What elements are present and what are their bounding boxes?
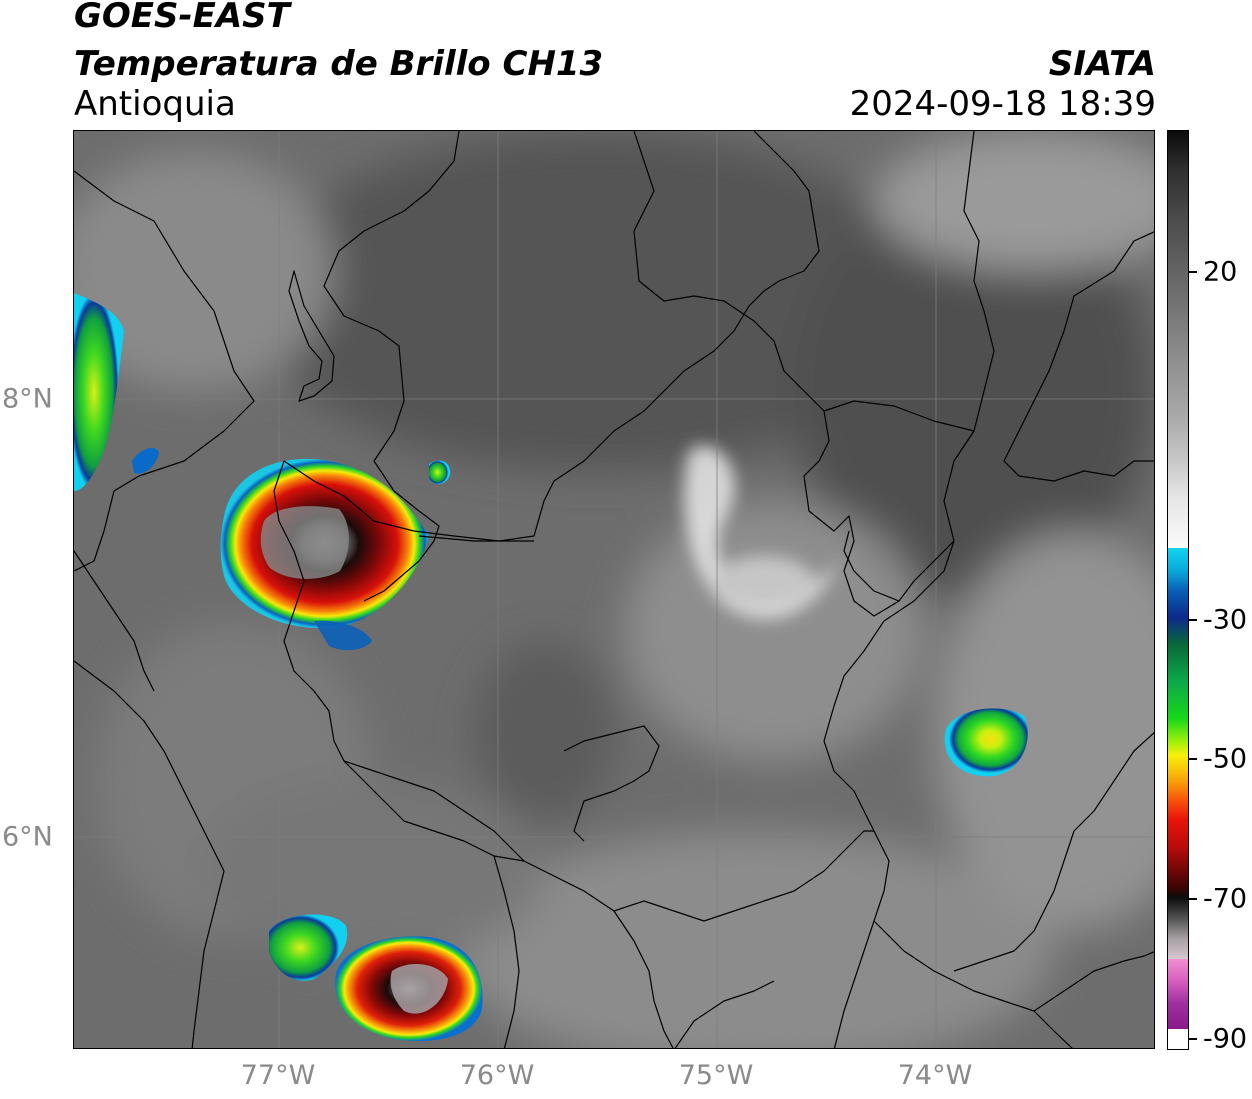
lon-label-77: 77°W <box>240 1060 316 1091</box>
satellite-map[interactable] <box>73 130 1155 1049</box>
storm-cell-icon <box>944 708 1028 777</box>
colorbar-tick <box>1189 619 1197 621</box>
colorbar-label-minus50: -50 <box>1203 743 1248 775</box>
storm-cell-icon <box>335 936 483 1042</box>
colorbar-label-minus90: -90 <box>1203 1023 1248 1055</box>
temperature-colorbar <box>1167 130 1189 1050</box>
lon-label-75: 75°W <box>678 1060 754 1091</box>
region-subtitle: Antioquia <box>74 84 236 124</box>
storm-cell-icon <box>269 914 348 981</box>
lon-label-76: 76°W <box>459 1060 535 1091</box>
colorbar-label-minus30: -30 <box>1203 604 1248 636</box>
colorbar-tick <box>1189 898 1197 900</box>
source-label: SIATA <box>1048 44 1156 84</box>
product-title: Temperatura de Brillo CH13 <box>74 44 604 84</box>
datetime-label: 2024-09-18 18:39 <box>849 84 1156 124</box>
storm-cell-icon <box>74 293 124 491</box>
satellite-title: GOES-EAST <box>74 0 290 36</box>
storm-cell-icon <box>220 458 429 629</box>
colorbar-tick <box>1189 271 1197 273</box>
storm-cell-icon <box>429 460 451 485</box>
lat-label-6: 6°N <box>2 821 53 853</box>
colorbar-tick <box>1189 1038 1197 1040</box>
colorbar-label-minus70: -70 <box>1203 883 1248 915</box>
lon-label-74: 74°W <box>897 1060 973 1091</box>
colorbar-label-20: 20 <box>1203 256 1238 288</box>
lat-label-8: 8°N <box>2 383 53 415</box>
colorbar-tick <box>1189 758 1197 760</box>
